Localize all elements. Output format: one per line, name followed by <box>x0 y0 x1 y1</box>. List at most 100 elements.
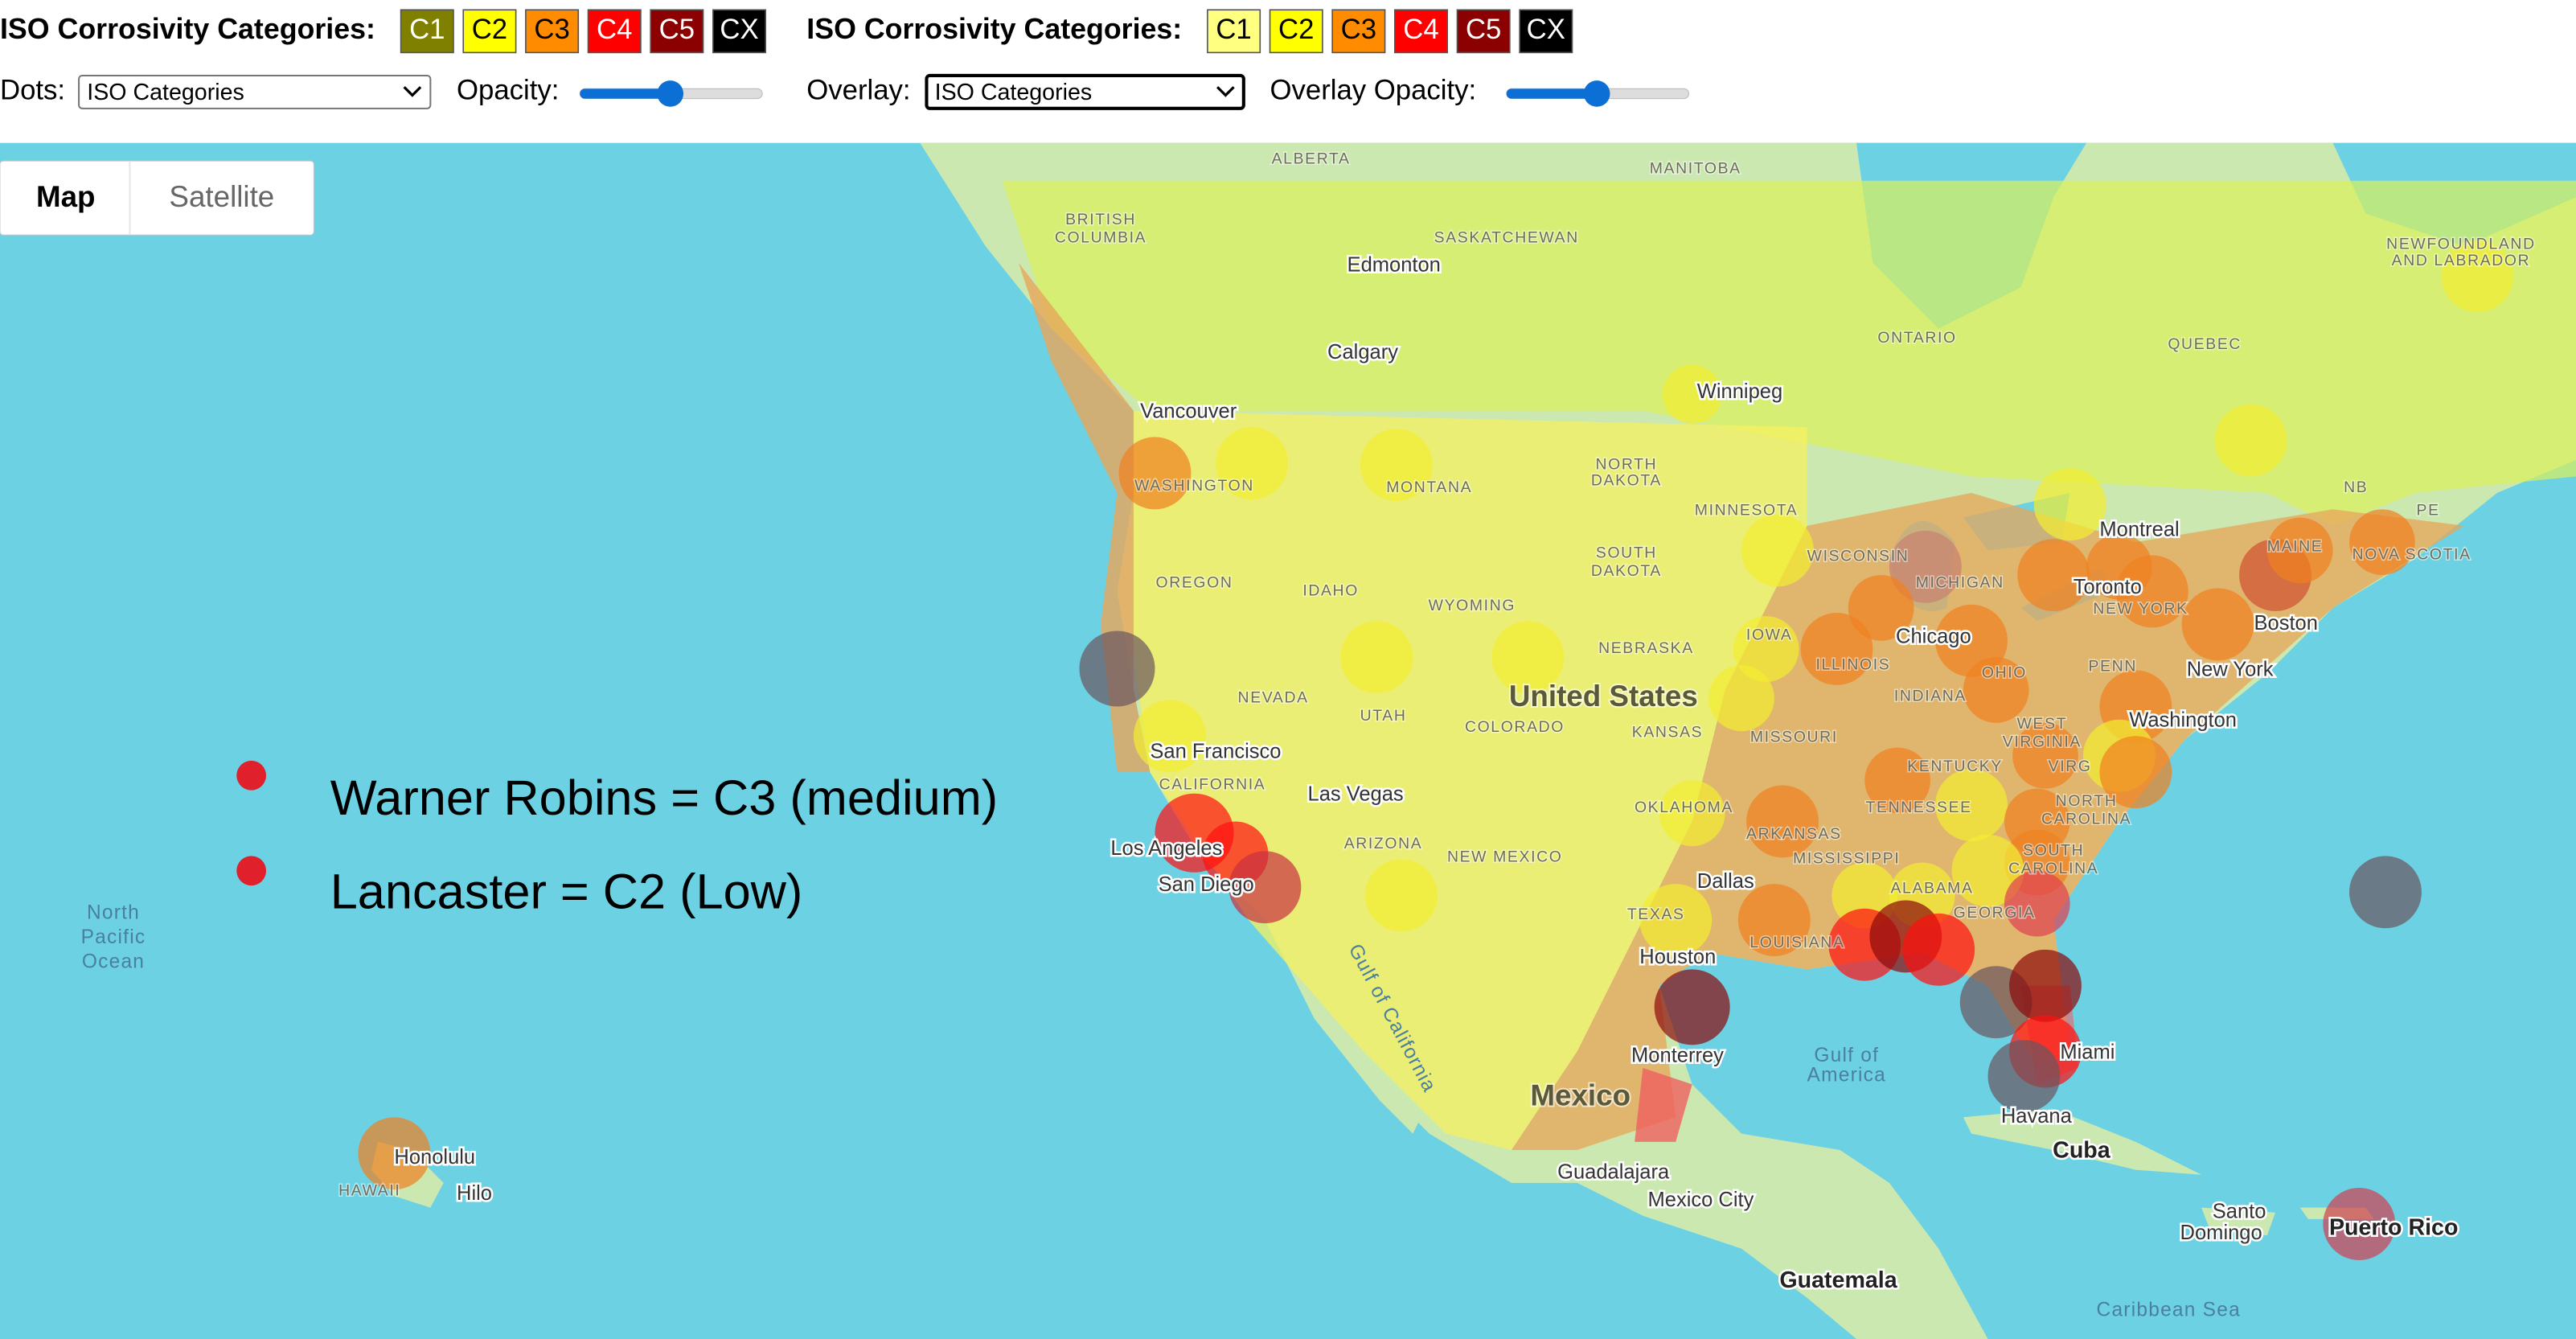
place-label: MISSOURI <box>1750 728 1838 745</box>
corrosivity-dot <box>1733 616 1799 682</box>
corrosivity-dot <box>2004 870 2070 937</box>
place-label: Boston <box>2254 612 2318 635</box>
place-label: MONTANA <box>1386 479 1472 496</box>
place-label: Washington <box>2129 709 2237 732</box>
annotation: Lancaster = C2 (Low) <box>330 865 803 919</box>
corrosivity-dot <box>1216 427 1288 500</box>
swatch-label: C5 <box>659 14 695 45</box>
overlay-opacity-slider[interactable] <box>1506 80 1690 107</box>
corrosivity-dot <box>2214 404 2287 477</box>
dots-select[interactable]: ISO Categories <box>78 74 432 109</box>
swatch <box>1331 9 1386 54</box>
place-label: MAINE <box>2267 537 2324 555</box>
label: Dots: <box>0 76 65 106</box>
swatch-label: C4 <box>1403 14 1438 45</box>
place-label: OKLAHOMA <box>1635 799 1733 816</box>
place-label: ONTARIO <box>1877 329 1956 347</box>
swatch-label: C1 <box>1216 14 1251 45</box>
corrosivity-dot <box>2181 588 2254 661</box>
corrosivity-dot <box>1987 1040 2061 1113</box>
swatch-label: C3 <box>1341 14 1376 45</box>
swatch <box>1456 9 1511 54</box>
corrosivity-dot <box>1118 437 1192 510</box>
map-button[interactable]: Map <box>36 180 96 213</box>
place-label: NB <box>2344 479 2368 496</box>
swatch-label: C3 <box>534 14 569 45</box>
place-label: NEBRASKA <box>1598 639 1694 657</box>
place-label: New York <box>2187 658 2274 680</box>
place-label: Puerto Rico <box>2329 1215 2458 1241</box>
place-label: Montreal <box>2099 519 2179 541</box>
corrosivity-dot <box>1360 429 1433 502</box>
corrosivity-dot <box>1229 851 1302 924</box>
place-label: SOUTH <box>2023 841 2084 859</box>
place-label: Chicago <box>1896 625 1971 647</box>
corrosivity-dot <box>1340 621 1413 694</box>
place-label: Mexico <box>1530 1078 1631 1111</box>
place-label: ILLINOIS <box>1815 656 1890 674</box>
place-label: Hilo <box>457 1182 492 1205</box>
place-label: Mexico City <box>1647 1189 1754 1211</box>
place-label: DAKOTA <box>1591 472 1662 490</box>
place-label: Ocean <box>82 951 145 973</box>
place-label: San Francisco <box>1150 740 1281 762</box>
place-label: America <box>1807 1065 1886 1086</box>
corrosivity-dot <box>2017 539 2090 611</box>
place-label: Dallas <box>1697 870 1754 893</box>
corrosivity-dot <box>1951 834 2024 907</box>
place-label: TEXAS <box>1627 906 1685 923</box>
swatch-label: C4 <box>597 14 632 45</box>
swatch-label: C2 <box>1278 14 1314 45</box>
swatch <box>462 9 517 54</box>
corrosivity-dot <box>2099 736 2172 809</box>
swatch-label: C5 <box>1466 14 1501 45</box>
swatch <box>1207 9 1261 54</box>
corrosivity-dot <box>1741 514 1814 587</box>
place-label: COLUMBIA <box>1055 228 1146 246</box>
place-label: Los Angeles <box>1110 837 1222 860</box>
corrosivity-dot <box>1708 665 1774 732</box>
corrosivity-dot <box>2323 1188 2396 1260</box>
place-label: ALABAMA <box>1890 879 1973 897</box>
place-label: OREGON <box>1156 573 1233 591</box>
select-value: ISO Categories <box>935 80 1093 105</box>
place-label: Gulf of <box>1814 1045 1879 1066</box>
overlay-select[interactable]: ISO Categories <box>925 73 1245 110</box>
corrosivity-dot <box>2115 555 2188 628</box>
place-label: WASHINGTON <box>1134 477 1254 495</box>
swatch <box>650 9 704 54</box>
place-label: Calgary <box>1327 341 1398 364</box>
place-label: Havana <box>2001 1105 2073 1127</box>
swatch-label: CX <box>720 14 758 45</box>
place-label: CALIFORNIA <box>1159 776 1266 794</box>
place-label: MICHIGAN <box>1916 573 2004 591</box>
place-label: IDAHO <box>1302 582 1359 600</box>
place-label: Vancouver <box>1140 400 1237 423</box>
corrosivity-dot <box>2266 517 2333 584</box>
corrosivity-dot <box>1654 969 1730 1045</box>
opacity-slider[interactable] <box>579 80 763 107</box>
place-label: NEW YORK <box>2093 600 2188 618</box>
place-label: UTAH <box>1360 707 1407 725</box>
place-label: Caribbean Sea <box>2097 1300 2241 1321</box>
label: Overlay Opacity: <box>1270 76 1477 106</box>
satellite-button[interactable]: Satellite <box>169 180 274 213</box>
place-label: GEORGIA <box>1954 904 2036 922</box>
place-label: Edmonton <box>1347 254 1441 277</box>
corrosivity-dot <box>1746 785 1819 858</box>
bullet <box>236 856 267 886</box>
swatch-label: C1 <box>409 14 445 45</box>
swatch-label: C2 <box>472 14 507 45</box>
place-label: CAROLINA <box>2008 860 2098 877</box>
place-label: DAKOTA <box>1591 562 1662 580</box>
place-label: Monterrey <box>1631 1044 1724 1066</box>
place-label: WISCONSIN <box>1807 548 1909 565</box>
place-label: OHIO <box>1982 664 2027 682</box>
corrosivity-dot <box>2012 722 2078 789</box>
corrosivity-dot <box>1491 621 1565 694</box>
place-label: NEVADA <box>1238 688 1309 706</box>
